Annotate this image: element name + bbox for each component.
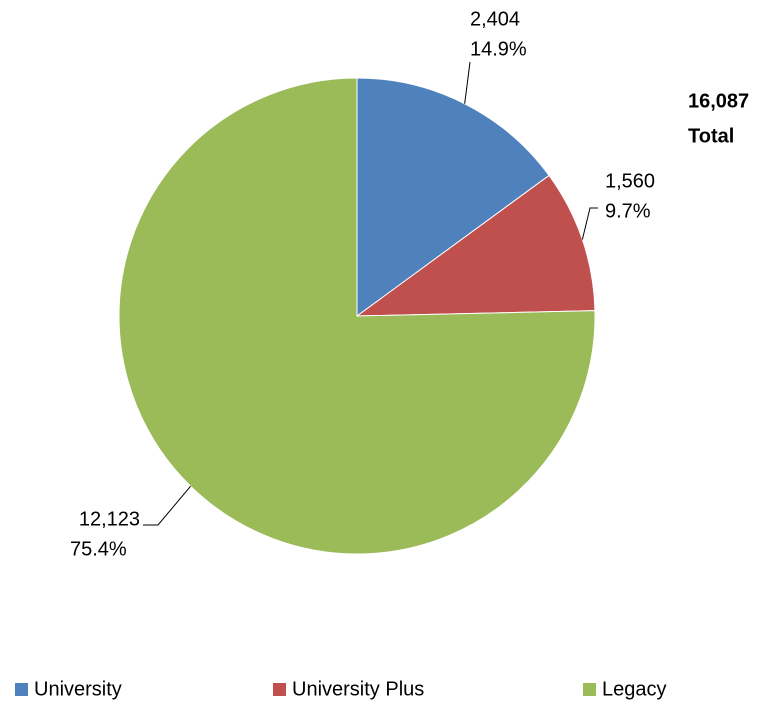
value-label: 12,123	[79, 508, 140, 530]
legend-swatch	[583, 683, 596, 696]
percent-label: 75.4%	[70, 538, 127, 560]
legend-swatch	[273, 683, 286, 696]
legend-swatch	[15, 683, 28, 696]
value-label: 1,560	[605, 170, 655, 192]
percent-label: 14.9%	[470, 38, 527, 60]
percent-label: 9.7%	[605, 200, 651, 222]
leader-line	[581, 207, 598, 240]
legend-label: University	[34, 678, 122, 700]
total-value: 16,087	[688, 90, 749, 112]
leader-line	[464, 61, 471, 104]
legend-label: University Plus	[292, 678, 424, 700]
leader-line	[143, 485, 192, 526]
value-label: 2,404	[470, 8, 520, 30]
legend-label: Legacy	[602, 678, 667, 700]
total-caption: Total	[688, 125, 734, 147]
